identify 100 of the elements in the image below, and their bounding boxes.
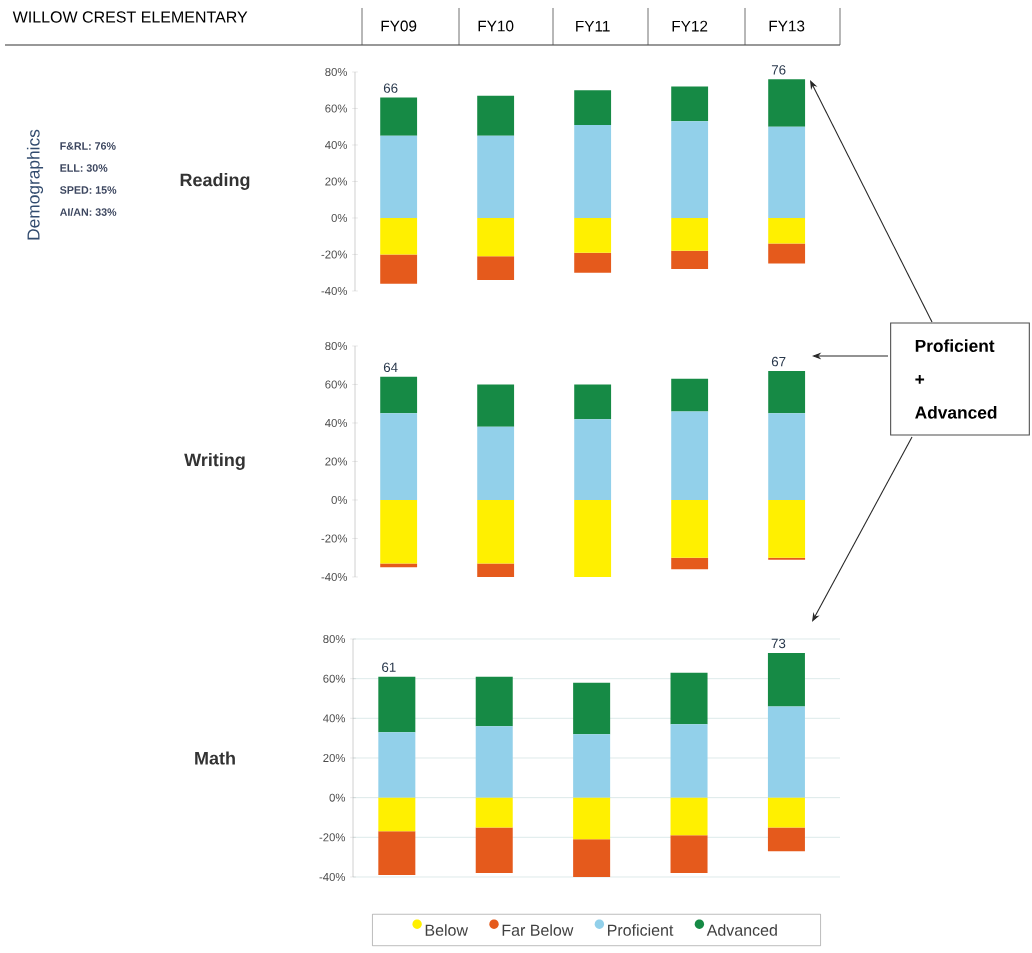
bar (767, 827, 805, 852)
bar (477, 499, 515, 564)
bar (574, 499, 612, 577)
bar (767, 706, 805, 798)
bar (378, 676, 416, 733)
bar (768, 126, 806, 218)
bar (380, 97, 418, 136)
y-axis-title: Math (195, 751, 235, 765)
bar (768, 217, 806, 244)
y-tick-label: 60% (325, 104, 348, 113)
y-tick-label: 40% (325, 140, 348, 149)
annotation: 61 (382, 662, 396, 672)
y-tick-label: -20% (321, 250, 348, 259)
x-tick-label: FY12 (672, 20, 708, 32)
y-tick-label: -20% (321, 534, 348, 543)
y-tick-label: 80% (325, 341, 348, 350)
bar (475, 676, 513, 727)
bar (671, 217, 709, 251)
bar (671, 557, 709, 570)
bar (768, 79, 806, 127)
bar (380, 254, 418, 284)
y-tick-label: 40% (323, 714, 346, 723)
text: ELL: 30% (60, 164, 108, 172)
bar (475, 827, 513, 874)
y-tick-label: 60% (323, 674, 346, 683)
legend-label: Proficient (608, 924, 674, 936)
y-axis-title: Writing (184, 453, 245, 470)
text: Proficient + Advanced (915, 339, 997, 419)
y-tick-label: -40% (319, 872, 346, 881)
bar (475, 726, 513, 798)
y-tick-label: 0% (331, 495, 348, 504)
x-tick-label: FY11 (576, 20, 610, 32)
bar (767, 797, 805, 828)
text: AI/AN: 33% (59, 208, 117, 216)
bar (670, 797, 708, 836)
bar (380, 413, 418, 500)
y-axis-title: Reading (180, 173, 250, 190)
bar (378, 797, 416, 832)
legend-label: Far Below (502, 924, 574, 936)
x-tick-label: FY13 (769, 20, 805, 32)
annotation: 73 (771, 638, 786, 649)
y-tick-label: 20% (325, 177, 348, 186)
bar (670, 672, 708, 725)
bar (477, 135, 515, 218)
bar (477, 563, 515, 577)
legend-label: Advanced (706, 924, 777, 936)
x-tick-label: FY10 (478, 20, 514, 32)
text: F&RL: 76% (60, 142, 116, 150)
bar (574, 217, 612, 253)
bar (671, 121, 709, 218)
bar (475, 797, 513, 828)
bar (768, 413, 806, 500)
x-tick-label: FY09 (381, 20, 417, 32)
bar (670, 835, 708, 874)
y-tick-label: 60% (325, 380, 348, 389)
bar (380, 217, 418, 255)
bar (768, 499, 806, 558)
bar (477, 426, 515, 500)
bar (477, 256, 515, 281)
bar (378, 732, 416, 798)
bar (477, 95, 515, 136)
text: Demographics (26, 129, 44, 240)
bar (574, 252, 612, 273)
bar (573, 797, 611, 840)
annotation: 76 (771, 65, 786, 75)
bar (574, 124, 612, 218)
bar (671, 378, 709, 412)
annotation: 67 (771, 356, 786, 367)
text: SPED: 15% (60, 186, 117, 194)
y-tick-label: 20% (323, 753, 346, 762)
bar (380, 135, 418, 218)
bar (671, 411, 709, 500)
annotation: 64 (383, 362, 398, 373)
bar (573, 839, 611, 877)
bar (671, 86, 709, 122)
y-tick-label: 80% (325, 67, 348, 76)
bar (380, 376, 418, 414)
y-tick-label: -40% (321, 572, 348, 581)
y-tick-label: 0% (329, 793, 346, 802)
legend-label: Below (425, 924, 469, 936)
bar (768, 243, 806, 264)
bar (573, 682, 611, 735)
y-tick-label: 0% (331, 213, 348, 222)
bar (574, 384, 612, 420)
annotation: 66 (383, 83, 398, 93)
bar (477, 384, 515, 427)
bar (671, 250, 709, 270)
bar (378, 831, 416, 875)
y-tick-label: -20% (319, 833, 346, 842)
bar (768, 371, 806, 414)
bar (574, 419, 612, 500)
y-tick-label: -40% (321, 286, 348, 295)
bar (574, 90, 612, 125)
text: WILLOW CREST ELEMENTARY (12, 11, 248, 23)
bar (671, 499, 709, 558)
bar (573, 734, 611, 798)
bar (670, 724, 708, 798)
y-tick-label: 80% (323, 634, 346, 643)
y-tick-label: 40% (325, 418, 348, 427)
y-tick-label: 20% (325, 457, 348, 466)
